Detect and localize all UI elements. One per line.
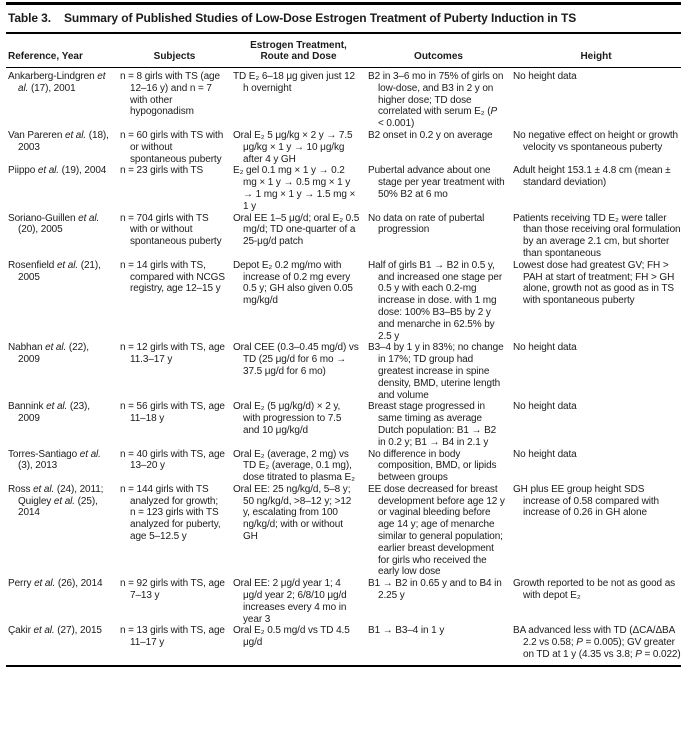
table-row: Çakir et al. (27), 2015 n = 13 girls wit… <box>6 625 681 663</box>
cell-treatment: Oral EE: 2 μg/d year 1; 4 μg/d year 2; 6… <box>233 578 347 625</box>
cell-height: No negative effect on height or growth v… <box>513 129 679 153</box>
table-number: Table 3. <box>8 11 51 25</box>
cell-treatment: Oral CEE (0.3–0.45 mg/d) vs TD (25 μg/d … <box>233 342 359 377</box>
cell-subjects: n = 40 girls with TS, age 13–20 y <box>120 448 225 472</box>
cell-height: No height data <box>513 71 577 82</box>
cell-subjects: n = 13 girls with TS, age 11–17 y <box>120 625 225 649</box>
cell-treatment: TD E₂ 6–18 μg given just 12 h overnight <box>233 71 356 94</box>
table-row: Piippo et al. (19), 2004 n = 23 girls wi… <box>6 165 681 212</box>
cell-height: Lowest dose had greatest GV; FH > PAH at… <box>513 259 675 307</box>
cell-outcomes: B2 onset in 0.2 y on average <box>368 129 493 141</box>
table-row: Nabhan et al. (22), 2009 n = 12 girls wi… <box>6 342 681 401</box>
column-header-outcomes: Outcomes <box>366 34 511 68</box>
cell-treatment: Oral EE: 25 ng/kg/d, 5–8 y; 50 ng/kg/d, … <box>233 483 352 543</box>
cell-reference-year: Rosenfield et al. (21), 2005 <box>8 259 101 283</box>
table-row: Bannink et al. (23), 2009 n = 56 girls w… <box>6 401 681 448</box>
table-row: Perry et al. (26), 2014 n = 92 girls wit… <box>6 578 681 625</box>
cell-height: GH plus EE group height SDS increase of … <box>513 483 659 519</box>
cell-subjects: n = 92 girls with TS, age 7–13 y <box>120 578 225 602</box>
cell-reference-year: Torres-Santiago et al. (3), 2013 <box>8 448 101 472</box>
cell-reference-year: Ross et al. (24), 2011; Quigley et al. (… <box>8 483 104 519</box>
cell-outcomes: B1 → B3–4 in 1 y <box>368 625 445 637</box>
cell-outcomes: EE dose decreased for breast development… <box>368 483 505 578</box>
table-header: Reference, Year Subjects Estrogen Treatm… <box>6 34 681 68</box>
cell-height: No height data <box>513 401 577 413</box>
cell-outcomes: B3–4 by 1 y in 83%; no change in 17%; TD… <box>368 342 504 401</box>
table-row: Ross et al. (24), 2011; Quigley et al. (… <box>6 484 681 578</box>
cell-height: BA advanced less with TD (ΔCA/ΔBA 2.2 vs… <box>513 625 681 661</box>
cell-reference-year: Perry et al. (26), 2014 <box>8 578 103 590</box>
cell-outcomes: No data on rate of pubertal progression <box>368 212 485 236</box>
cell-treatment: Depot E₂ 0.2 mg/mo with increase of 0.2 … <box>233 259 353 307</box>
study-table: Reference, Year Subjects Estrogen Treatm… <box>6 34 681 664</box>
column-header-reference-year: Reference, Year <box>6 34 118 68</box>
table-caption: Summary of Published Studies of Low-Dose… <box>64 11 577 25</box>
table-title: Table 3. Summary of Published Studies of … <box>6 2 681 34</box>
cell-reference-year: Çakir et al. (27), 2015 <box>8 625 102 637</box>
cell-reference-year: Ankarberg-Lindgren et al. (17), 2001 <box>8 71 106 94</box>
cell-outcomes: Pubertal advance about one stage per yea… <box>368 165 505 200</box>
cell-outcomes: No difference in body composition, BMD, … <box>368 448 497 484</box>
cell-subjects: n = 704 girls with TS with or without sp… <box>120 212 222 248</box>
cell-subjects: n = 8 girls with TS (age 12–16 y) and n … <box>120 71 220 118</box>
cell-treatment: Oral EE 1–5 μg/d; oral E₂ 0.5 mg/d; TD o… <box>233 212 360 248</box>
cell-treatment: Oral E₂ 0.5 mg/d vs TD 4.5 μg/d <box>233 625 350 649</box>
cell-reference-year: Piippo et al. (19), 2004 <box>8 165 107 177</box>
column-header-height: Height <box>511 34 681 68</box>
cell-treatment: Oral E₂ (5 μg/kg/d) × 2 y, with progress… <box>233 401 342 436</box>
cell-subjects: n = 23 girls with TS <box>120 165 204 177</box>
cell-treatment: E₂ gel 0.1 mg × 1 y → 0.2 mg × 1 y → 0.5… <box>233 165 356 212</box>
cell-reference-year: Soriano-Guillen et al. (20), 2005 <box>8 212 100 236</box>
table-row: Rosenfield et al. (21), 2005 n = 14 girl… <box>6 260 681 343</box>
cell-height: Growth reported to be not as good as wit… <box>513 578 676 602</box>
cell-treatment: Oral E₂ (average, 2 mg) vs TD E₂ (averag… <box>233 448 355 484</box>
table-row: Torres-Santiago et al. (3), 2013 n = 40 … <box>6 449 681 484</box>
cell-subjects: n = 144 girls with TS analyzed for growt… <box>120 483 221 543</box>
table-row: Ankarberg-Lindgren et al. (17), 2001 n =… <box>6 68 681 130</box>
cell-reference-year: Bannink et al. (23), 2009 <box>8 401 90 425</box>
study-table-body: Ankarberg-Lindgren et al. (17), 2001 n =… <box>6 68 681 664</box>
column-header-estrogen-treatment: Estrogen Treatment, Route and Dose <box>231 34 366 68</box>
table-bottom-rule <box>6 664 681 667</box>
cell-reference-year: Nabhan et al. (22), 2009 <box>8 342 89 366</box>
cell-subjects: n = 60 girls with TS with or without spo… <box>120 129 224 165</box>
cell-height: No height data <box>513 448 577 460</box>
cell-height: Patients receiving TD E₂ were taller tha… <box>513 212 681 259</box>
cell-height: No height data <box>513 342 577 354</box>
cell-subjects: n = 12 girls with TS, age 11.3–17 y <box>120 342 225 366</box>
table-row: Soriano-Guillen et al. (20), 2005 n = 70… <box>6 213 681 260</box>
cell-outcomes: Half of girls B1 → B2 in 0.5 y, and incr… <box>368 259 503 342</box>
header-row: Reference, Year Subjects Estrogen Treatm… <box>6 34 681 68</box>
cell-height: Adult height 153.1 ± 4.8 cm (mean ± stan… <box>513 165 671 189</box>
cell-subjects: n = 56 girls with TS, age 11–18 y <box>120 401 225 425</box>
cell-reference-year: Van Pareren et al. (18), 2003 <box>8 129 109 153</box>
column-header-subjects: Subjects <box>118 34 231 68</box>
cell-treatment: Oral E₂ 5 μg/kg × 2 y → 7.5 μg/kg × 1 y … <box>233 129 353 165</box>
cell-outcomes: B2 in 3–6 mo in 75% of girls on low-dose… <box>368 71 504 130</box>
table-row: Van Pareren et al. (18), 2003 n = 60 gir… <box>6 130 681 165</box>
cell-subjects: n = 14 girls with TS, compared with NCGS… <box>120 259 225 295</box>
cell-outcomes: Breast stage progressed in same timing a… <box>368 401 497 448</box>
cell-outcomes: B1 → B2 in 0.65 y and to B4 in 2.25 y <box>368 578 502 602</box>
